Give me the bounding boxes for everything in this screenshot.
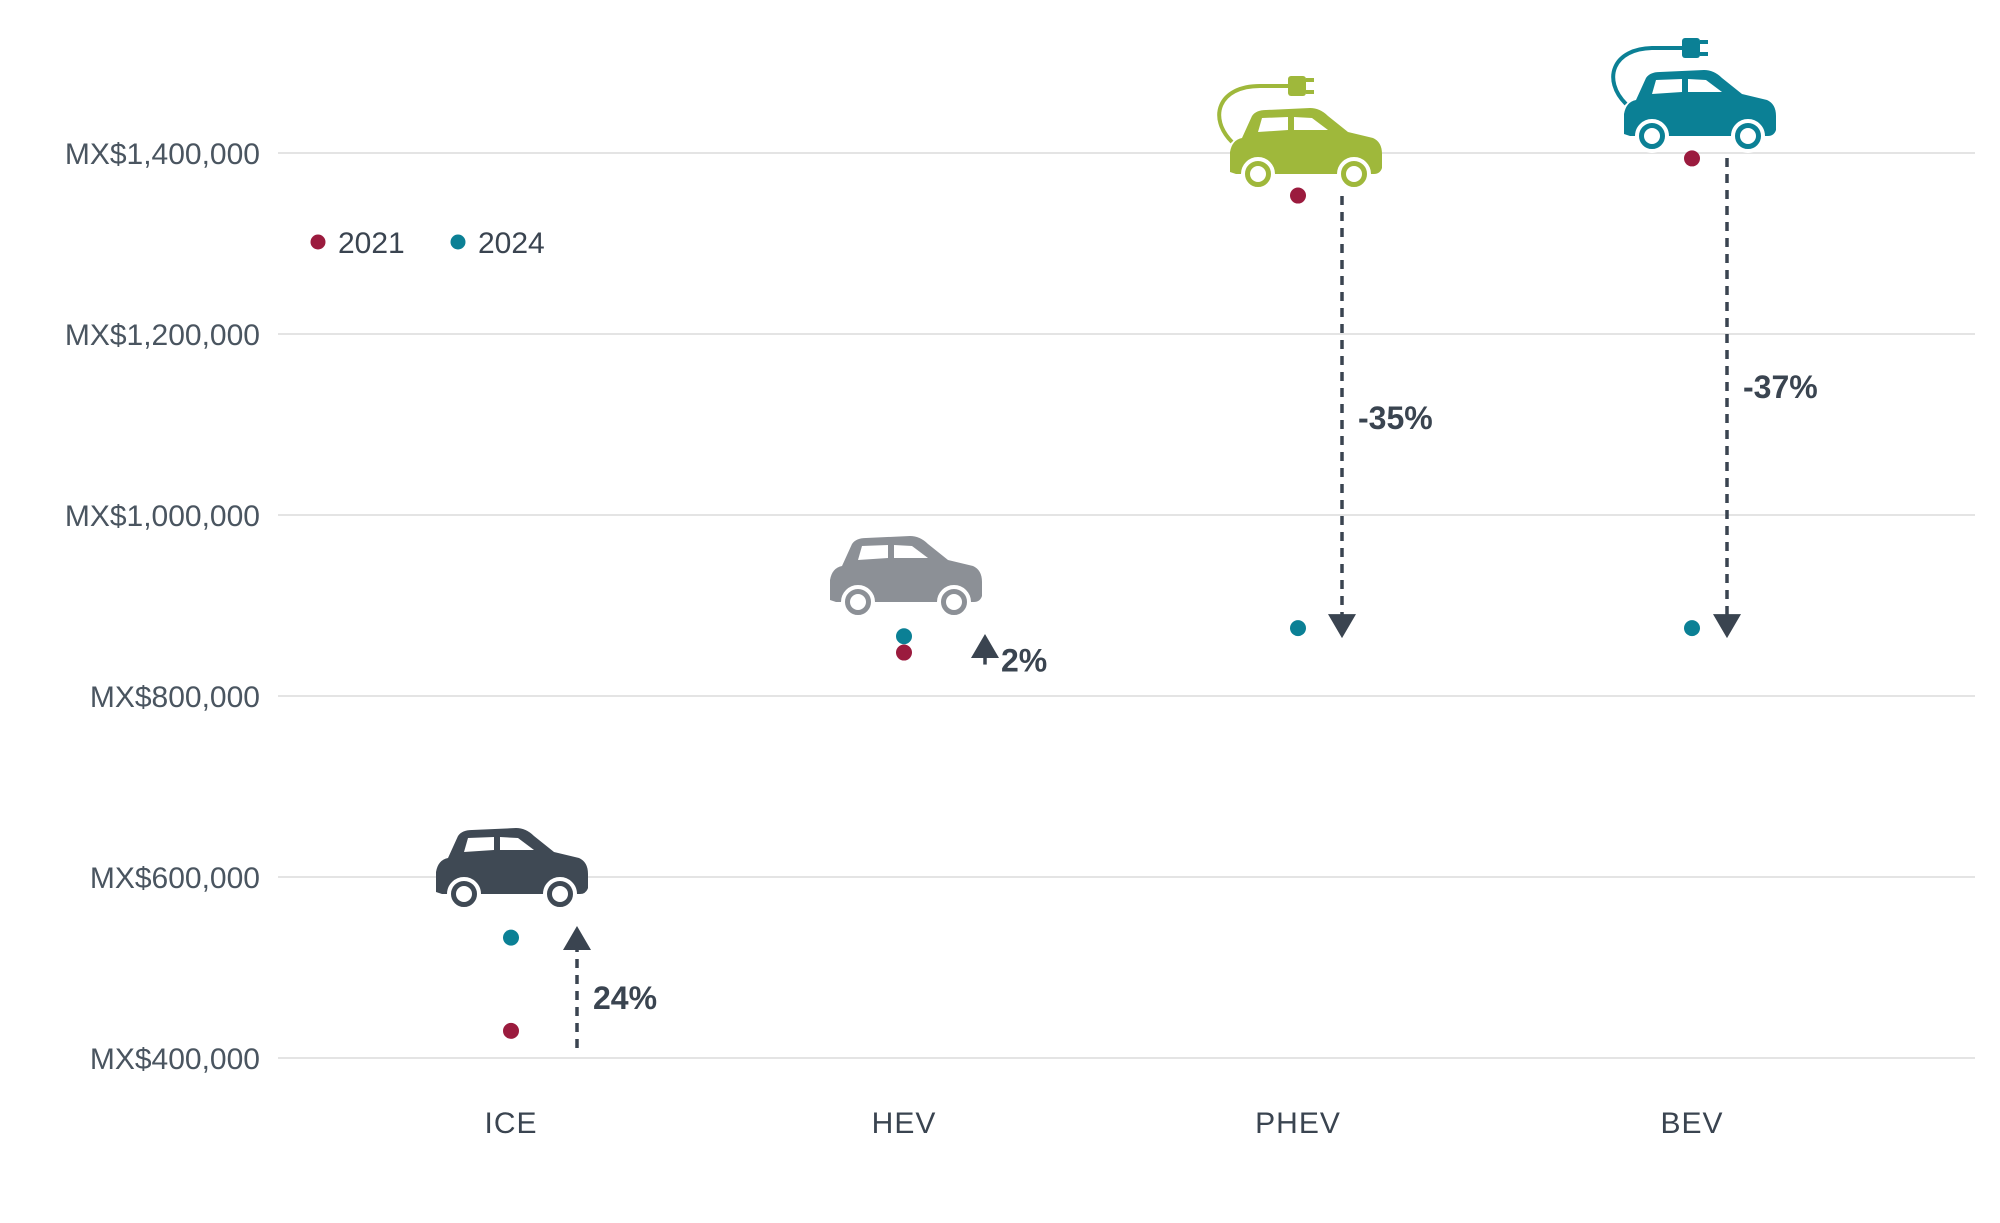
plug-in-car-icon [1217,76,1382,191]
x-tick-label: BEV [1660,1107,1723,1140]
data-point-2024 [896,628,912,645]
data-point-2021 [896,644,912,661]
y-tick-label: MX$600,000 [90,862,260,895]
change-label: -35% [1358,400,1433,436]
y-axis-ticks: MX$400,000 MX$600,000 MX$800,000 MX$1,000,0… [65,138,260,1076]
y-tick-label: MX$1,200,000 [65,319,260,352]
y-tick-label: MX$400,000 [90,1043,260,1076]
legend-marker [450,234,466,250]
legend-label: 2021 [338,227,405,260]
legend-marker [310,234,326,250]
change-arrow: 2% [971,634,1047,678]
x-tick-label: ICE [484,1107,537,1140]
y-tick-label: MX$1,000,000 [65,500,260,533]
change-label: -37% [1743,369,1818,405]
change-arrow: 24% [563,926,657,1048]
car-icon [436,828,588,911]
change-arrow: -35% [1328,196,1433,639]
y-tick-label: MX$800,000 [90,681,260,714]
car-icon [830,536,982,619]
x-tick-label: PHEV [1255,1107,1341,1140]
plug-in-car-icon [1611,38,1776,153]
change-arrow: -37% [1713,158,1818,639]
x-tick-label: HEV [872,1107,937,1140]
data-point-2024 [503,929,519,946]
data-point-2024 [1684,620,1700,637]
vehicle-icons [436,38,1776,911]
x-axis-ticks: ICE HEV PHEV BEV [484,1107,1723,1140]
grid-lines [278,152,1975,1059]
legend: 2021 2024 [310,227,545,260]
change-label: 24% [593,980,657,1016]
change-label: 2% [1001,642,1047,678]
data-points [503,150,1700,1039]
y-tick-label: MX$1,400,000 [65,138,260,171]
data-point-2024 [1290,620,1306,637]
legend-label: 2024 [478,227,545,260]
data-point-2021 [1684,150,1700,167]
data-point-2021 [1290,187,1306,204]
data-point-2021 [503,1022,519,1039]
change-arrows: 24% 2% -35% -37% [563,158,1818,1048]
